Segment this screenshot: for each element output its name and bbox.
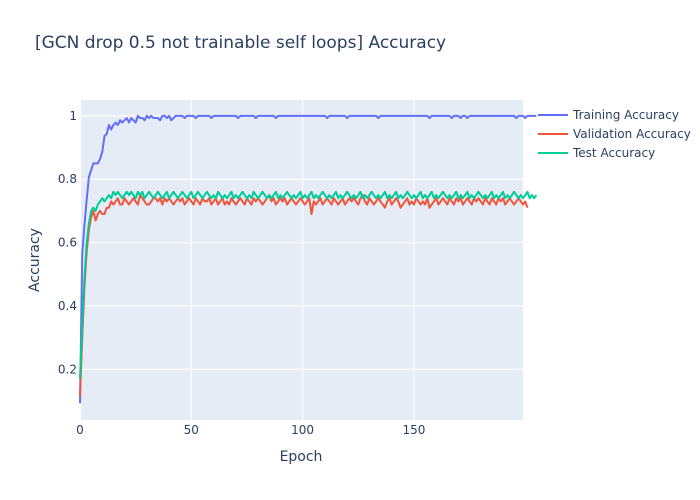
x-axis-title: Epoch	[280, 449, 323, 465]
legend-item-training-accuracy[interactable]: Training Accuracy	[538, 108, 679, 122]
x-tick-label: 0	[76, 423, 84, 437]
legend-item-test-accuracy[interactable]: Test Accuracy	[538, 146, 655, 160]
series-line-training-accuracy	[79, 114, 537, 404]
y-tick-label: 1	[69, 109, 77, 123]
y-tick-label: 0.8	[58, 172, 77, 186]
series-line-test-accuracy	[79, 190, 538, 379]
y-tick-label: 0.2	[58, 362, 77, 376]
legend-label: Test Accuracy	[572, 146, 655, 160]
legend-label: Training Accuracy	[572, 108, 679, 122]
series-layer	[79, 114, 538, 404]
y-axis-title: Accuracy	[27, 228, 43, 292]
legend[interactable]: Training Accuracy Validation Accuracy Test…	[538, 108, 691, 160]
y-tick-label: 0.4	[58, 299, 77, 313]
legend-label: Validation Accuracy	[573, 127, 691, 141]
x-tick-label: 150	[402, 423, 425, 437]
y-tick-label: 0.6	[58, 236, 77, 250]
chart-title: [GCN drop 0.5 not trainable self loops] …	[35, 33, 447, 53]
plot-background	[80, 100, 523, 420]
x-tick-label: 100	[291, 423, 314, 437]
legend-item-validation-accuracy[interactable]: Validation Accuracy	[538, 127, 691, 141]
x-tick-label: 50	[184, 423, 199, 437]
tick-layer: 0.2 0.4 0.6 0.8 1 0 50 100 150	[58, 109, 425, 437]
